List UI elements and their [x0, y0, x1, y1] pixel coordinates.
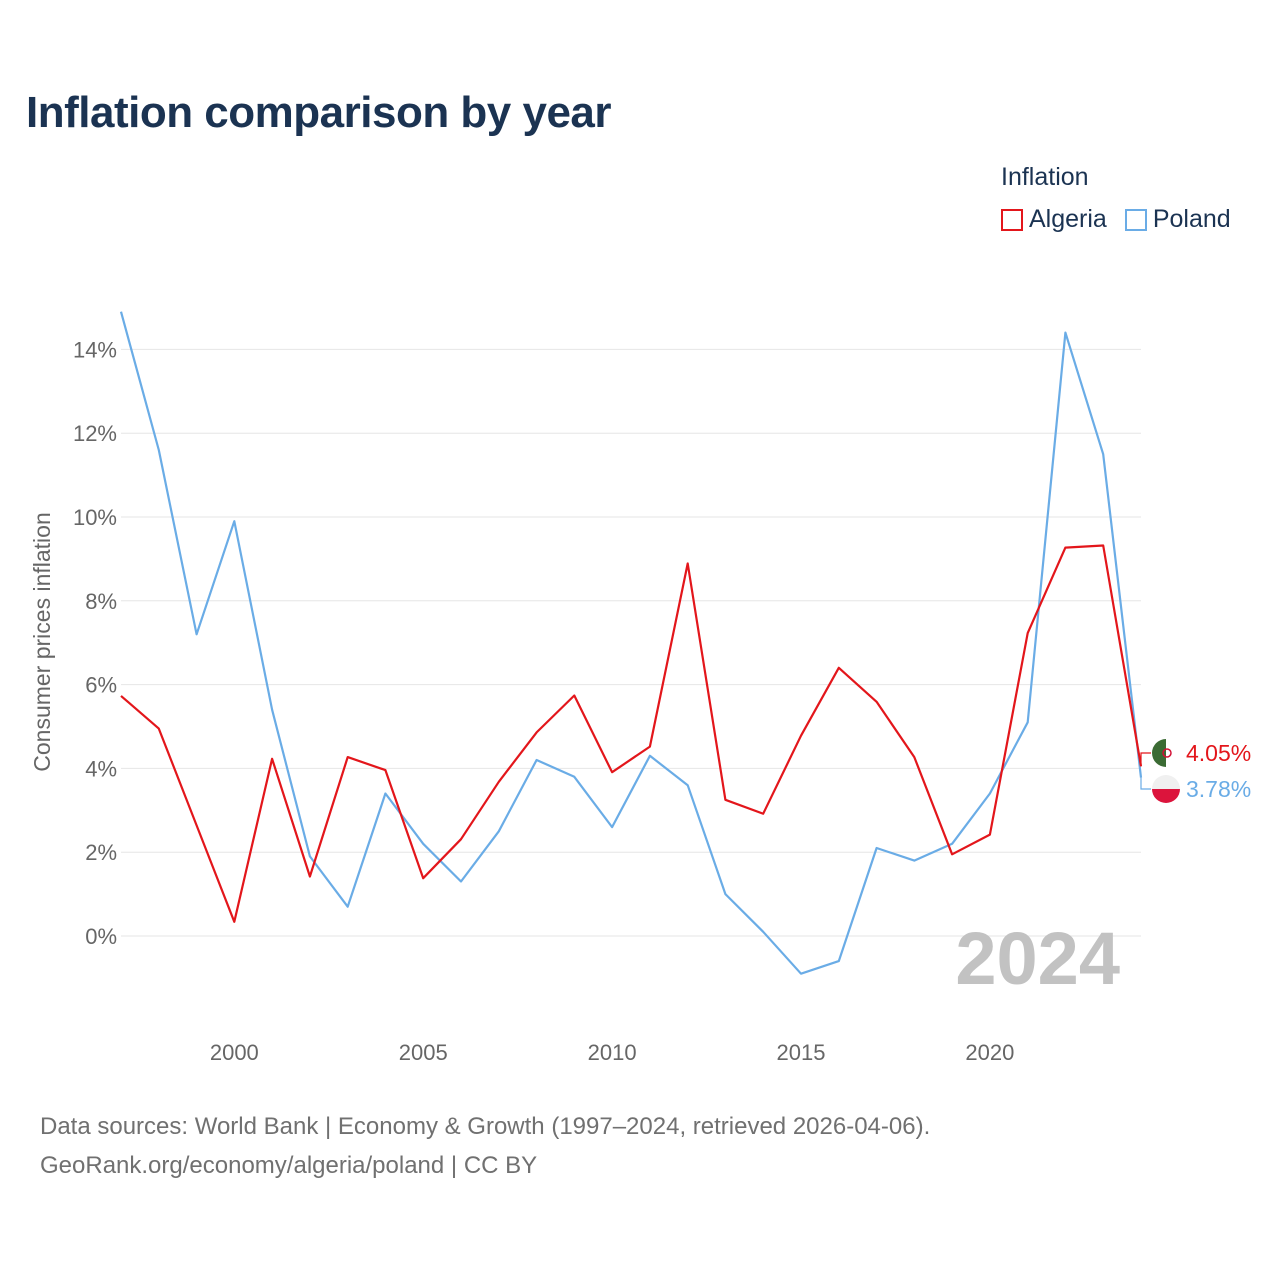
x-tick-label: 2005: [399, 1040, 448, 1065]
y-tick-label: 12%: [73, 421, 117, 446]
legend: Algeria Poland: [1001, 205, 1231, 234]
y-tick-label: 0%: [85, 924, 117, 949]
series-line-algeria: [120, 544, 1143, 923]
y-tick-label: 4%: [85, 756, 117, 781]
legend-title: Inflation: [1001, 163, 1089, 191]
footer-source: Data sources: World Bank | Economy & Gro…: [40, 1113, 931, 1140]
legend-label-poland: Poland: [1152, 205, 1231, 233]
legend-swatch-algeria: [1001, 208, 1023, 231]
y-tick-label: 6%: [85, 673, 117, 698]
end-label-algeria: 4.05%: [1186, 740, 1251, 766]
end-label-poland: 3.78%: [1186, 776, 1251, 802]
poland-flag-icon: [1152, 775, 1180, 803]
algeria-flag-icon: [1152, 739, 1180, 767]
legend-item-poland[interactable]: Poland: [1124, 205, 1231, 234]
year-watermark: 2024: [955, 917, 1120, 1000]
page-title: Inflation comparison by year: [26, 88, 612, 137]
y-axis-title: Consumer prices inflation: [29, 512, 55, 772]
series-line-poland: [119, 311, 1143, 975]
legend-item-algeria[interactable]: Algeria: [1001, 205, 1107, 234]
footer-attribution: GeoRank.org/economy/algeria/poland | CC …: [40, 1152, 538, 1179]
legend-swatch-poland: [1124, 208, 1147, 231]
y-tick-label: 2%: [85, 840, 117, 865]
legend-label-algeria: Algeria: [1029, 205, 1107, 233]
y-tick-label: 14%: [73, 337, 117, 362]
footer: Data sources: World Bank | Economy & Gro…: [40, 1107, 930, 1185]
end-connector: [1140, 752, 1151, 767]
x-tick-label: 2015: [777, 1040, 826, 1065]
x-tick-label: 2010: [588, 1040, 637, 1065]
end-connector: [1140, 777, 1151, 790]
y-tick-label: 10%: [73, 505, 117, 530]
y-tick-label: 8%: [85, 589, 117, 614]
x-tick-label: 2000: [210, 1040, 259, 1065]
x-tick-label: 2020: [965, 1040, 1014, 1065]
